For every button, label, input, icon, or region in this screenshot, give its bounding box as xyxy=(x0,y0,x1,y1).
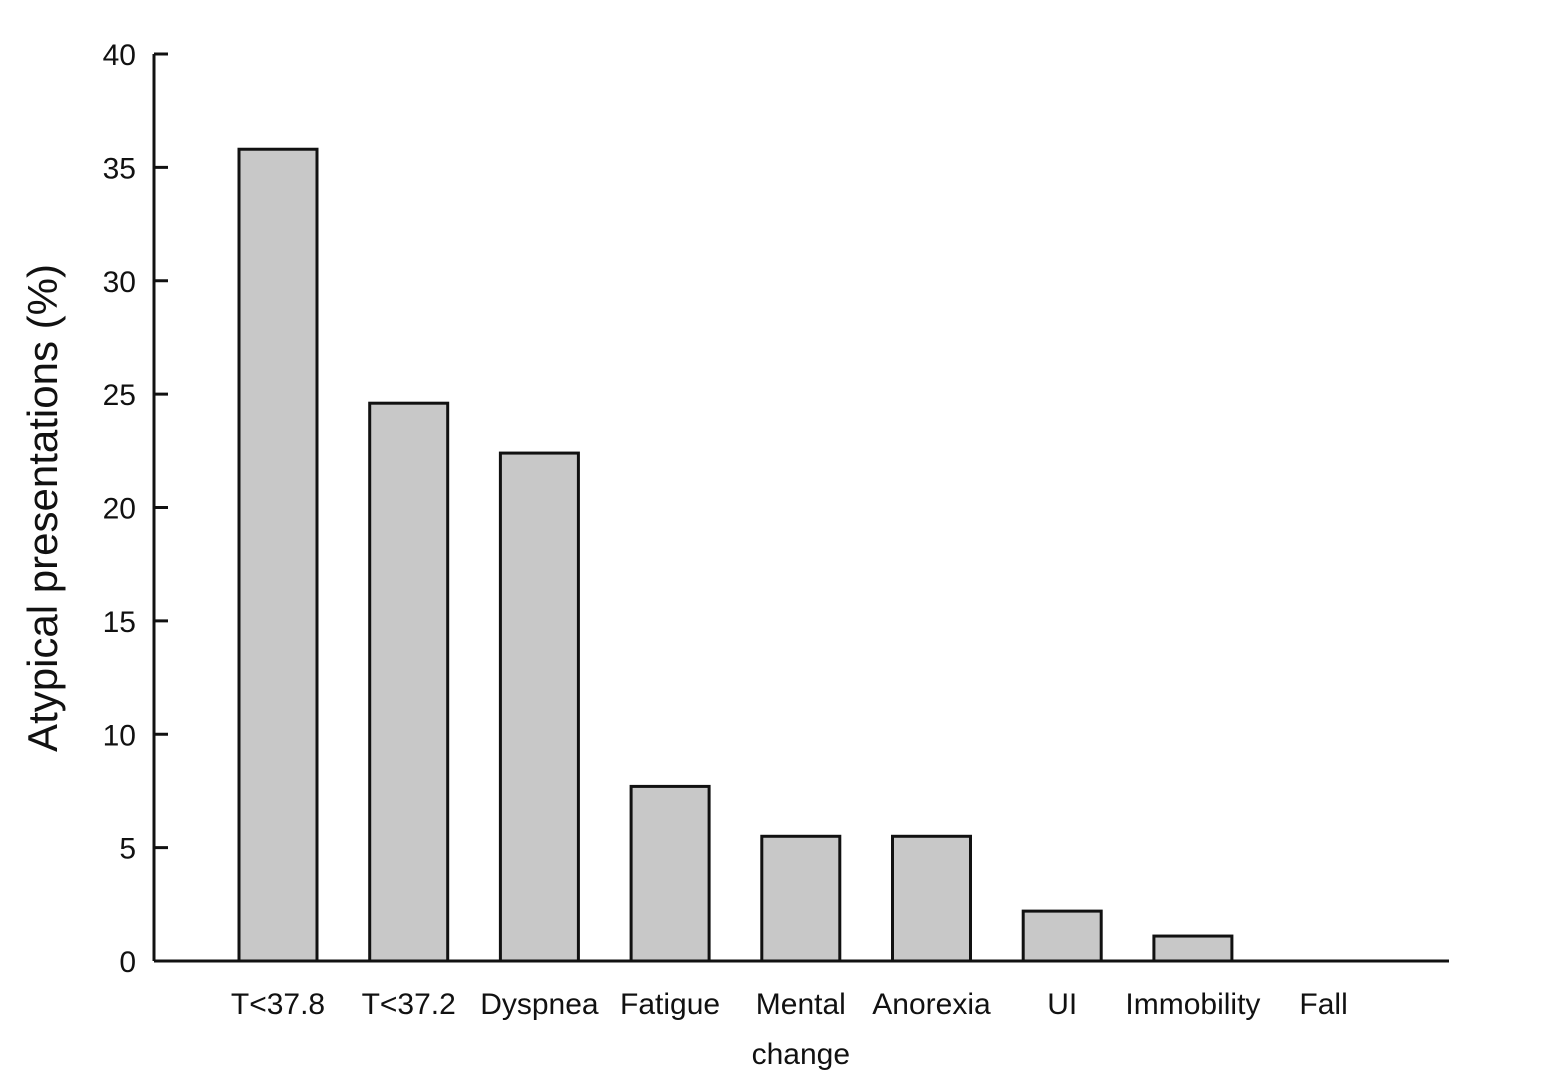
x-category-label: Dyspnea xyxy=(480,988,599,1021)
bar xyxy=(891,834,972,963)
bar xyxy=(1021,909,1103,963)
bar xyxy=(760,834,842,963)
y-tick-label: 0 xyxy=(119,946,136,979)
x-category-label: Fatigue xyxy=(620,988,720,1021)
bar xyxy=(629,784,711,963)
x-category-label: UI xyxy=(1047,988,1077,1021)
y-tick-label: 10 xyxy=(103,719,136,752)
y-tick-label: 15 xyxy=(103,606,136,639)
x-category-label: Immobility xyxy=(1125,988,1260,1021)
y-tick-label: 5 xyxy=(119,833,136,866)
y-tick-label: 30 xyxy=(103,266,136,299)
x-category-label: Mental change xyxy=(752,988,850,1071)
bar xyxy=(237,147,319,963)
y-axis-label: Atypical presentations (%) xyxy=(19,264,66,752)
y-tick-label: 40 xyxy=(103,39,136,72)
y-ticks-group: 0 5 10 15 20 25 30 35 40 xyxy=(103,39,168,979)
y-tick-label: 25 xyxy=(103,379,136,412)
bars-group xyxy=(237,147,1234,963)
x-category-label: T<37.8 xyxy=(231,988,325,1021)
bar xyxy=(1152,934,1234,963)
y-tick-label: 35 xyxy=(103,152,136,185)
x-category-label: Anorexia xyxy=(872,988,991,1021)
bar xyxy=(368,401,450,963)
bar xyxy=(498,451,580,963)
x-category-label: Fall xyxy=(1299,988,1347,1021)
x-labels-group: T<37.8 T<37.2 Dyspnea Fatigue Mental change An… xyxy=(231,988,1348,1071)
y-tick-label: 20 xyxy=(103,493,136,526)
x-category-label: T<37.2 xyxy=(362,988,456,1021)
